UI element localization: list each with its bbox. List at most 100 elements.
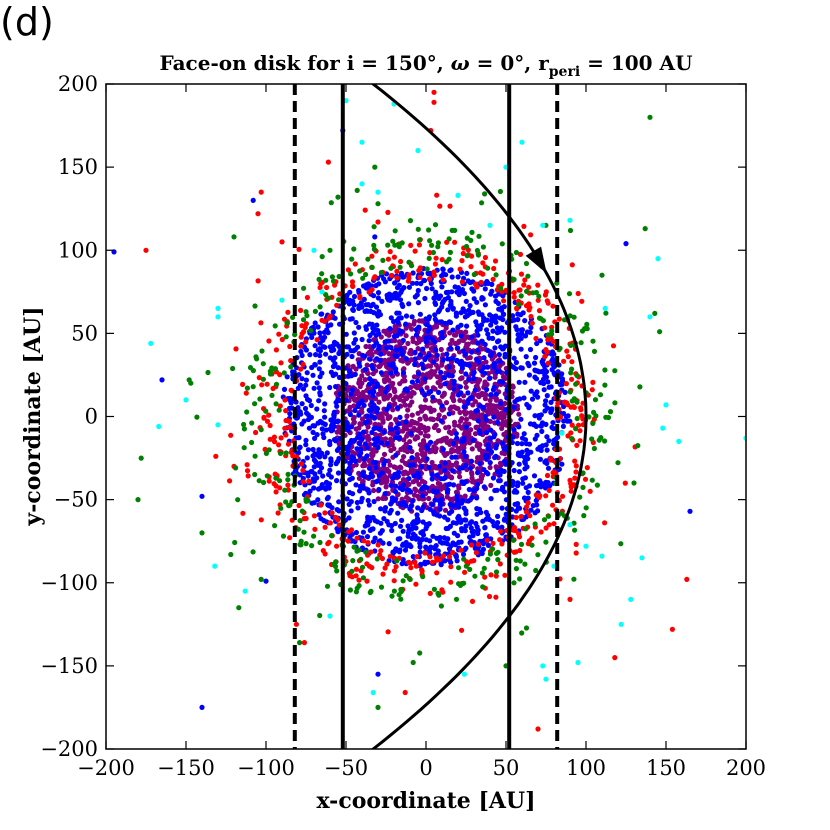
point-red — [457, 266, 463, 272]
series-green — [135, 114, 663, 711]
point-green — [286, 503, 292, 509]
point-blue — [543, 398, 549, 404]
point-green — [529, 542, 535, 548]
point-blue — [364, 445, 370, 451]
point-blue — [303, 382, 309, 388]
point-blue — [388, 482, 394, 488]
point-blue — [396, 292, 402, 298]
point-blue — [528, 388, 534, 394]
point-red — [475, 541, 481, 547]
point-red — [388, 272, 394, 279]
point-blue — [346, 368, 353, 374]
point-purple — [458, 376, 464, 382]
point-green — [435, 244, 441, 250]
point-blue — [327, 384, 333, 391]
point-green — [447, 249, 453, 255]
point-purple — [471, 366, 477, 372]
point-blue — [370, 393, 376, 399]
point-red — [492, 258, 499, 264]
point-blue — [542, 483, 548, 489]
point-blue — [461, 438, 467, 444]
point-blue — [455, 392, 462, 398]
point-green — [295, 526, 301, 532]
point-blue — [312, 343, 318, 349]
point-red — [300, 479, 306, 485]
point-purple — [383, 479, 389, 485]
point-blue — [376, 486, 382, 493]
point-blue — [522, 318, 528, 324]
point-green — [444, 259, 450, 265]
point-red — [440, 553, 446, 559]
point-red — [352, 261, 358, 267]
point-blue — [426, 352, 432, 358]
point-blue — [399, 351, 405, 357]
point-green — [410, 659, 416, 666]
point-red — [364, 578, 370, 584]
point-blue — [477, 461, 483, 467]
point-green — [336, 297, 342, 303]
point-blue — [298, 411, 304, 417]
point-red — [573, 469, 579, 475]
point-blue — [386, 338, 392, 344]
point-blue — [553, 436, 559, 442]
point-blue — [429, 471, 435, 478]
point-purple — [464, 344, 470, 350]
point-blue — [477, 403, 483, 409]
point-purple — [457, 418, 464, 424]
point-blue — [545, 480, 551, 486]
point-red — [546, 487, 552, 493]
point-red — [538, 529, 544, 535]
point-red — [398, 258, 404, 265]
point-purple — [381, 451, 388, 457]
point-blue — [317, 352, 323, 359]
point-blue — [375, 671, 381, 677]
point-green — [260, 361, 266, 367]
point-green — [472, 573, 478, 579]
point-blue — [551, 441, 557, 447]
point-red — [278, 360, 284, 366]
point-blue — [362, 308, 368, 314]
point-blue — [459, 465, 465, 471]
point-blue — [511, 404, 517, 410]
point-red — [526, 284, 532, 290]
point-green — [518, 541, 525, 548]
point-green — [518, 293, 524, 299]
point-red — [516, 531, 522, 537]
point-blue — [422, 484, 428, 490]
point-green — [652, 310, 658, 316]
point-green — [281, 370, 287, 376]
point-blue — [403, 313, 410, 319]
point-blue — [328, 417, 334, 423]
point-blue — [452, 454, 459, 460]
point-blue — [352, 407, 358, 414]
point-purple — [382, 495, 389, 501]
point-green — [228, 551, 234, 558]
point-blue — [412, 533, 418, 539]
point-green — [602, 438, 608, 444]
point-red — [371, 275, 377, 281]
point-blue — [395, 510, 401, 516]
point-blue — [348, 508, 354, 514]
point-purple — [405, 407, 411, 413]
point-red — [574, 442, 580, 448]
point-blue — [539, 428, 545, 434]
point-blue — [407, 462, 413, 468]
point-cyan — [183, 397, 189, 403]
point-red — [334, 543, 340, 549]
point-blue — [499, 379, 505, 385]
point-red — [318, 281, 324, 287]
point-blue — [499, 346, 506, 352]
point-blue — [513, 359, 520, 366]
point-blue — [312, 320, 318, 326]
point-green — [586, 414, 592, 420]
point-red — [408, 242, 414, 248]
point-blue — [449, 373, 455, 379]
point-blue — [450, 440, 457, 446]
point-blue — [400, 370, 407, 376]
point-cyan — [415, 147, 421, 154]
point-red — [568, 481, 574, 487]
point-purple — [457, 409, 463, 416]
point-blue — [370, 379, 376, 385]
point-green — [409, 263, 415, 269]
point-purple — [510, 384, 516, 390]
